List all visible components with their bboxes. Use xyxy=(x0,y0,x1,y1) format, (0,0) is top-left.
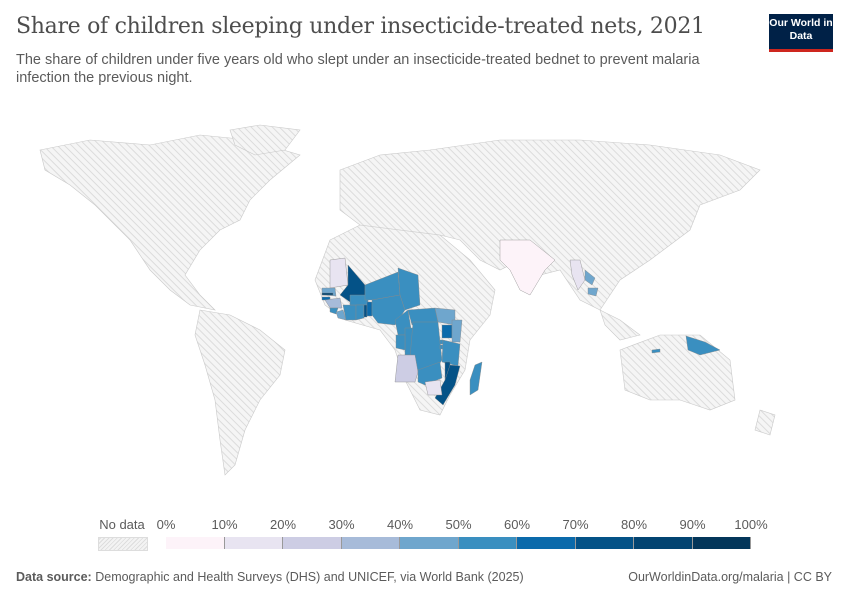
legend-swatch[interactable] xyxy=(634,537,693,549)
legend-tick: 40% xyxy=(386,517,414,532)
legend-tick: 80% xyxy=(620,517,648,532)
country-zimbabwe[interactable] xyxy=(424,379,443,396)
country-tanzania[interactable] xyxy=(441,339,461,367)
country-timor[interactable] xyxy=(651,348,661,354)
country-chad[interactable] xyxy=(397,267,421,311)
legend-swatch[interactable] xyxy=(341,537,400,549)
legend-swatch[interactable] xyxy=(517,537,576,549)
country-papua-new-guinea[interactable] xyxy=(685,335,721,356)
country-myanmar[interactable] xyxy=(569,259,586,291)
country-rwanda[interactable] xyxy=(439,339,444,345)
country-cambodia[interactable] xyxy=(587,287,599,297)
legend-tick: 70% xyxy=(562,517,589,532)
legend-tick: 60% xyxy=(503,517,531,532)
legend-swatch[interactable] xyxy=(283,537,342,549)
country-gambia[interactable] xyxy=(321,292,334,296)
legend-tick: 20% xyxy=(269,517,297,532)
country-mauritania[interactable] xyxy=(329,257,349,289)
world-map[interactable] xyxy=(0,110,850,510)
subtitle: The share of children under five years o… xyxy=(16,52,700,86)
country-madagascar[interactable] xyxy=(469,361,483,396)
country-ghana[interactable] xyxy=(355,304,365,321)
no-data-region[interactable] xyxy=(619,334,736,411)
owid-logo[interactable]: Our World in Data xyxy=(769,14,833,52)
country-benin[interactable] xyxy=(366,301,373,317)
no-data-region[interactable] xyxy=(599,309,641,341)
legend-tick: 50% xyxy=(445,517,472,532)
legend-swatch[interactable] xyxy=(224,537,283,549)
country-uganda[interactable] xyxy=(441,324,453,339)
source-url[interactable]: OurWorldinData.org/malaria | CC BY xyxy=(628,570,832,584)
legend-no-data-swatch xyxy=(98,537,148,551)
legend-swatch[interactable] xyxy=(400,537,459,549)
color-legend: No data 0% 10% 20% 30% 40% 50% 60% 70% 80% 90% 100… xyxy=(0,515,850,555)
country-gabon[interactable] xyxy=(395,334,406,351)
legend-tick: 100% xyxy=(734,517,768,532)
legend-no-data-label: No data xyxy=(99,517,145,532)
country-laos[interactable] xyxy=(584,269,596,286)
legend-swatch[interactable] xyxy=(692,537,751,549)
legend-tick: 10% xyxy=(211,517,238,532)
legend-tick: 90% xyxy=(679,517,706,532)
no-data-region[interactable] xyxy=(229,124,301,156)
no-data-region[interactable] xyxy=(754,409,776,436)
country-india[interactable] xyxy=(499,239,556,296)
country-guinea[interactable] xyxy=(324,297,343,309)
no-data-region[interactable] xyxy=(339,139,761,311)
legend-swatch[interactable] xyxy=(575,537,634,549)
legend-swatch[interactable] xyxy=(166,537,225,549)
no-data-region[interactable] xyxy=(194,309,286,476)
legend-tick: 0% xyxy=(156,517,176,532)
source-label: Data source: xyxy=(16,570,92,584)
legend-swatch[interactable] xyxy=(458,537,517,549)
no-data-region[interactable] xyxy=(39,134,301,311)
country-kenya[interactable] xyxy=(451,319,463,343)
source-text: Demographic and Health Surveys (DHS) and… xyxy=(95,570,524,584)
data-source: Data source: Demographic and Health Surv… xyxy=(16,570,524,584)
page-title: Share of children sleeping under insecti… xyxy=(16,14,705,39)
country-angola[interactable] xyxy=(394,354,419,383)
legend-tick: 30% xyxy=(328,517,355,532)
country-togo[interactable] xyxy=(363,304,368,318)
